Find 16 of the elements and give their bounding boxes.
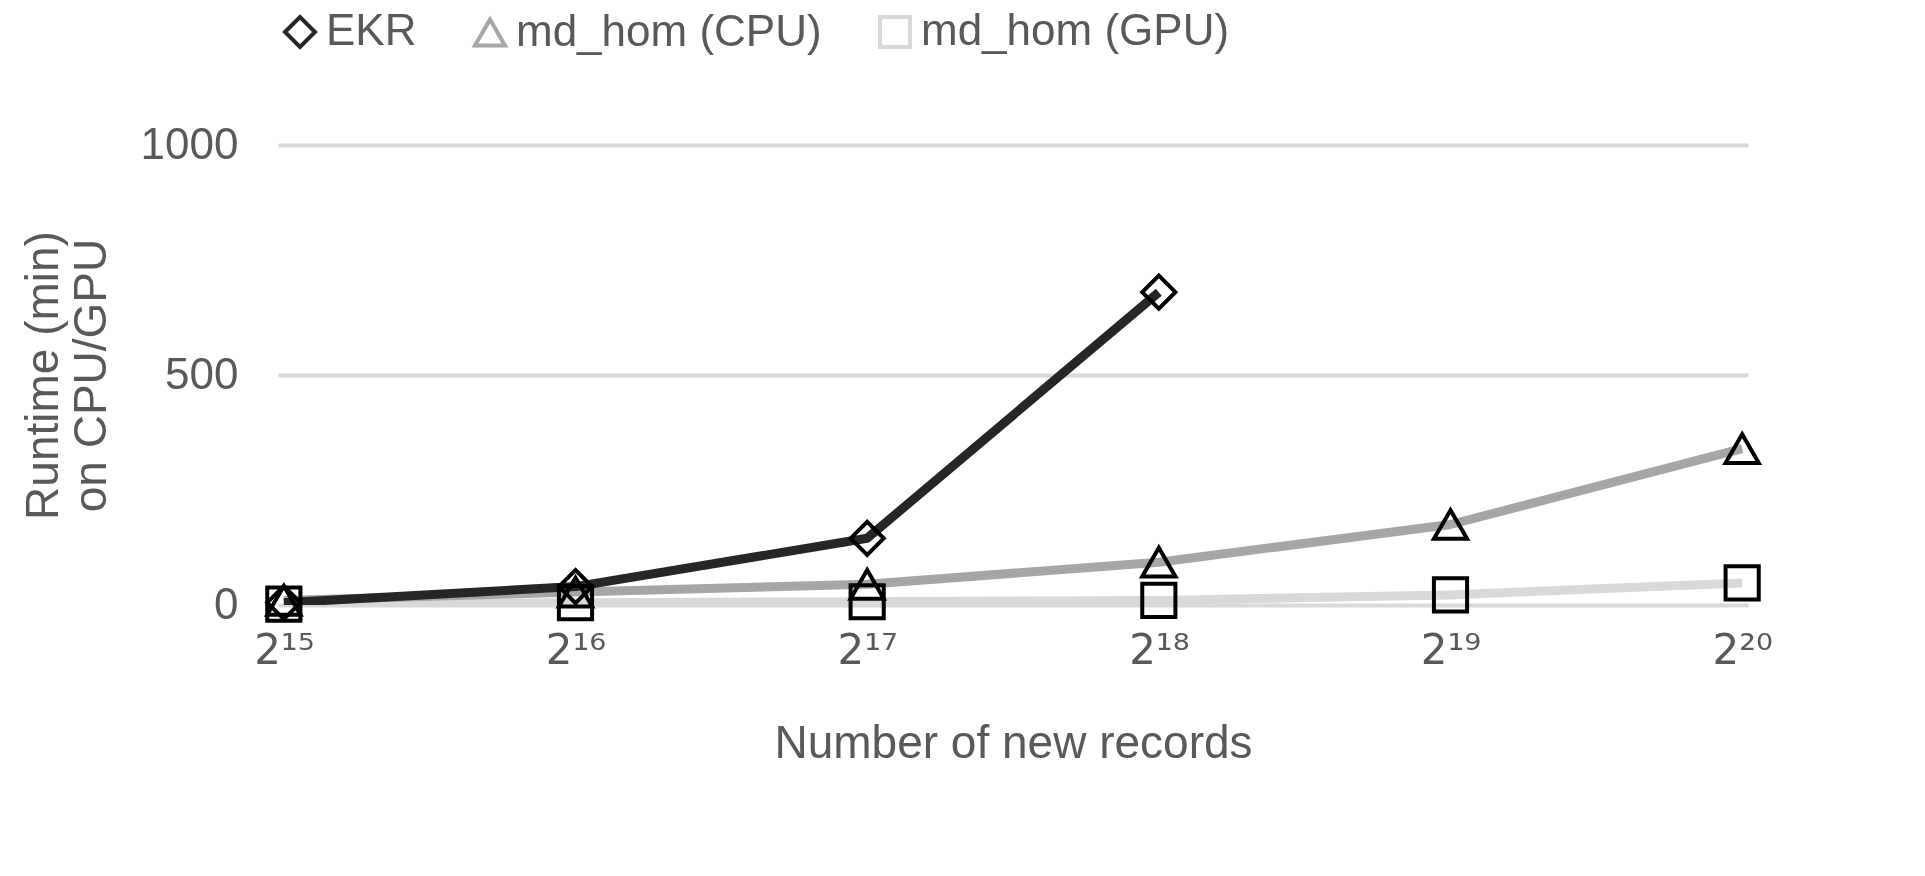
x-tick-label: 2¹⁶ xyxy=(545,624,607,674)
y-tick-label: 0 xyxy=(214,578,239,628)
y-tick-label: 500 xyxy=(165,348,239,398)
y-axis-title: Runtime (min) on CPU/GPU xyxy=(15,231,116,520)
legend-label: md_hom (CPU) xyxy=(516,5,822,55)
x-tick-label: 2¹⁹ xyxy=(1420,624,1482,674)
x-tick-label: 2¹⁷ xyxy=(837,624,898,674)
y-tick-label: 1000 xyxy=(140,118,239,168)
legend-label: md_hom (GPU) xyxy=(921,5,1230,54)
x-tick-label: 2¹⁸ xyxy=(1129,624,1190,674)
point xyxy=(1140,273,1178,311)
x-tick-label: 2¹⁵ xyxy=(254,624,315,674)
x-tick-label: 2²⁰ xyxy=(1712,624,1773,674)
legend-label: EKR xyxy=(326,5,417,54)
x-axis-title: Number of new records xyxy=(774,715,1253,768)
point xyxy=(848,519,886,557)
